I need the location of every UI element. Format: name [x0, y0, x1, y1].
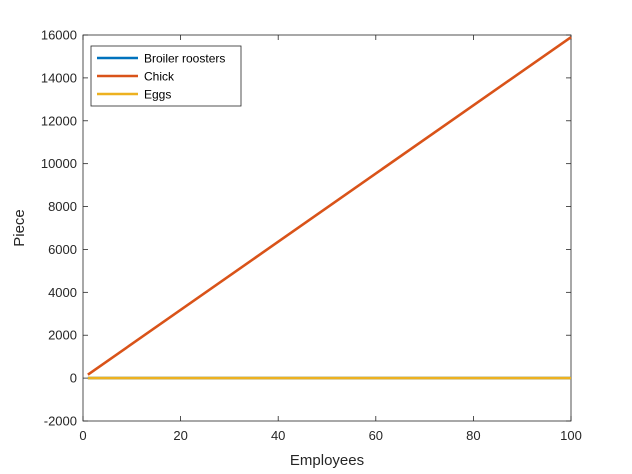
y-axis-label: Piece — [11, 209, 28, 247]
y-tick-label: 2000 — [48, 328, 77, 343]
x-tick-label: 100 — [560, 428, 582, 443]
x-tick-label: 60 — [369, 428, 383, 443]
series-line-chick — [87, 36, 572, 376]
legend: Broiler roosters Chick Eggs — [90, 45, 242, 107]
y-tick-label: 10000 — [41, 156, 77, 171]
x-tick-label: 0 — [79, 428, 86, 443]
y-tick-label: 4000 — [48, 285, 77, 300]
y-tick-label: -2000 — [44, 414, 77, 429]
y-tick-label: 8000 — [48, 199, 77, 214]
y-tick-label: 16000 — [41, 28, 77, 43]
x-tick-label: 20 — [173, 428, 187, 443]
x-tick-label: 80 — [466, 428, 480, 443]
legend-label-eggs: Eggs — [144, 88, 171, 102]
x-axis-label: Employees — [290, 452, 364, 469]
x-tick-label: 40 — [271, 428, 285, 443]
legend-label-broiler-roosters: Broiler roosters — [144, 52, 225, 66]
y-tick-label: 6000 — [48, 242, 77, 257]
legend-label-chick: Chick — [144, 70, 175, 84]
y-tick-label: 14000 — [41, 70, 77, 85]
y-tick-label: 12000 — [41, 113, 77, 128]
y-tick-label: 0 — [70, 371, 77, 386]
